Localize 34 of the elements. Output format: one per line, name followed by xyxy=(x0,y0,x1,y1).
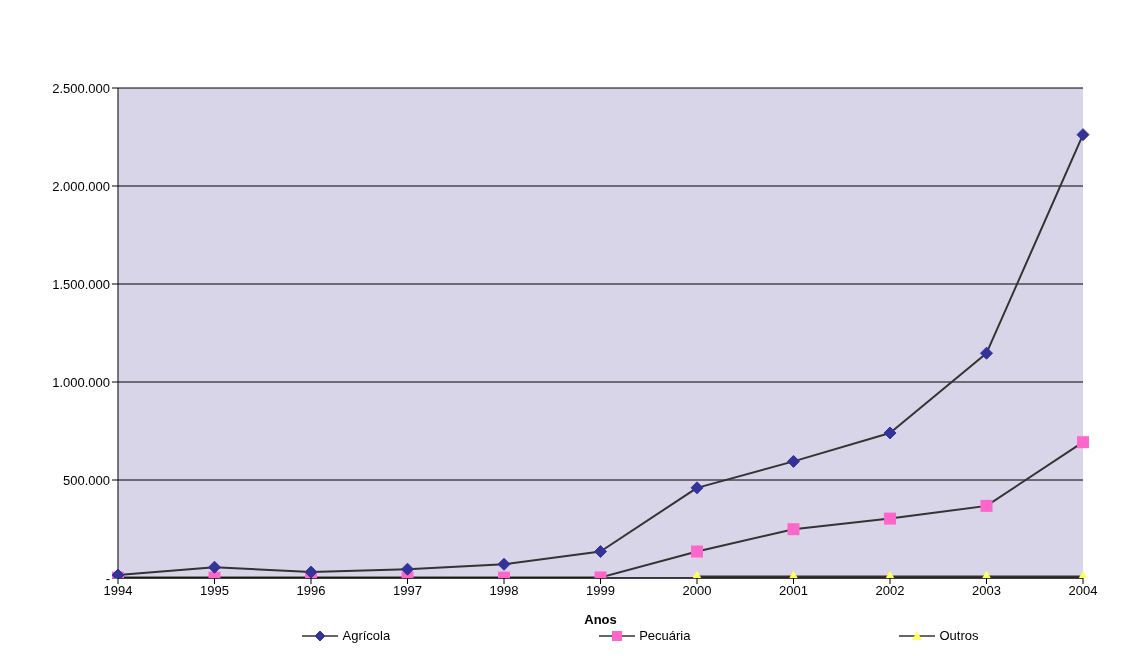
point xyxy=(884,512,896,525)
x-tick-label: 1995 xyxy=(200,583,229,599)
x-tick-label: 2003 xyxy=(972,583,1001,599)
point xyxy=(980,346,993,360)
point xyxy=(787,523,800,536)
x-tick-label: 1996 xyxy=(296,583,326,599)
point xyxy=(691,545,703,558)
point xyxy=(304,565,318,578)
y-tick-label: - xyxy=(105,570,110,586)
point xyxy=(690,481,704,495)
point xyxy=(497,557,511,571)
x-tick-label: 2004 xyxy=(1068,583,1098,599)
y-tick-label: 2.000.000 xyxy=(52,178,110,194)
legend-label: Outros xyxy=(938,628,979,643)
x-axis-title: Anos xyxy=(584,612,617,627)
point xyxy=(883,426,897,440)
x-tick-label: 2001 xyxy=(779,583,808,599)
y-tick-label: 500.000 xyxy=(63,472,110,488)
point xyxy=(401,562,414,576)
x-tick-label: 2002 xyxy=(875,583,905,599)
y-tick-label: 2.500.000 xyxy=(52,80,110,96)
y-tick-label: 1.000.000 xyxy=(52,374,110,390)
legend-label: Agrícola xyxy=(341,628,391,643)
x-tick-label: 1997 xyxy=(393,583,422,599)
legend-label: Pecuária xyxy=(638,628,691,643)
x-tick-label: 2000 xyxy=(682,583,712,599)
y-tick-label: 1.500.000 xyxy=(52,276,110,292)
point xyxy=(208,560,221,574)
point xyxy=(980,499,993,512)
x-tick-label: 1994 xyxy=(103,583,133,599)
point xyxy=(787,454,800,468)
point xyxy=(1077,436,1089,449)
x-tick-label: 1999 xyxy=(586,583,615,599)
x-tick-label: 1998 xyxy=(489,583,519,599)
